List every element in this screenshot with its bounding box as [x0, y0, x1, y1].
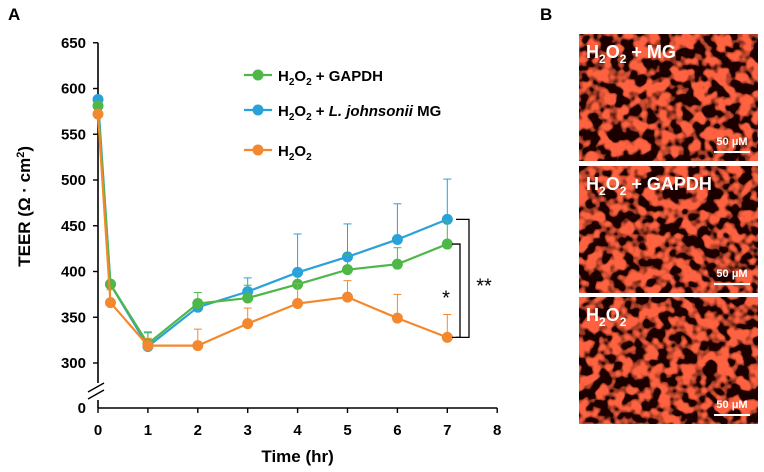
y-tick-label: 450 — [61, 218, 86, 235]
x-tick-label: 8 — [493, 422, 501, 439]
data-point — [104, 278, 116, 290]
y-tick-label: 400 — [61, 264, 86, 281]
panel-a-label: A — [8, 5, 20, 24]
cell-image — [579, 34, 758, 161]
legend-label: H2O2 — [278, 143, 312, 163]
legend-item-mg: H2O2 + L. johnsonii MG — [244, 103, 441, 123]
series-h2o2 — [92, 108, 453, 352]
significance-bracket-inner: * — [442, 243, 461, 339]
teer-line-chart: 300 350 400 450 500 550 600 650 0 0 1 2 3 4 5 6 7 8 Time… — [15, 35, 501, 466]
data-point — [142, 340, 154, 352]
legend-label: H2O2 + L. johnsonii MG — [278, 103, 441, 123]
y-tick-label: 0 — [78, 400, 86, 417]
data-point — [92, 108, 104, 120]
microscopy-panels: H2O2 + MG 50 μM H2O2 + GAPDH 50 μM H2O2 50 μM — [579, 34, 758, 424]
axis-break-mark — [87, 382, 105, 393]
y-axis-ticks: 300 350 400 450 500 550 600 650 0 — [61, 35, 98, 417]
x-tick-label: 1 — [144, 422, 152, 439]
axis-break-gap — [86, 386, 110, 397]
data-point — [242, 318, 254, 330]
series-layer — [92, 93, 453, 353]
data-point — [342, 264, 353, 276]
scale-bar-label: 50 μM — [716, 268, 747, 280]
legend-item-gapdh: H2O2 + GAPDH — [244, 68, 383, 88]
series-line-h2o2 — [96, 114, 448, 347]
data-point — [292, 298, 304, 310]
y-tick-label: 600 — [61, 81, 86, 98]
x-tick-label: 3 — [244, 422, 252, 439]
y-tick-label: 550 — [61, 126, 86, 143]
x-tick-label: 0 — [94, 422, 102, 439]
data-point — [192, 298, 204, 310]
legend-item-h2o2: H2O2 — [244, 143, 312, 163]
error-bar — [293, 233, 302, 273]
x-tick-label: 2 — [194, 422, 202, 439]
y-tick-label: 500 — [61, 172, 86, 189]
data-point — [342, 291, 353, 303]
legend-marker — [252, 104, 264, 116]
image-label: H2O2 + GAPDH — [586, 174, 712, 198]
error-bar — [393, 203, 402, 240]
significance-bracket-outer: ** — [456, 218, 492, 339]
microscopy-image: H2O2 + GAPDH 50 μM — [579, 166, 758, 293]
data-point — [391, 258, 403, 270]
significance-label: * — [442, 288, 450, 310]
x-axis-title: Time (hr) — [261, 447, 333, 466]
bracket-line — [456, 218, 470, 339]
series-gapdh — [92, 100, 453, 350]
legend-label: H2O2 + GAPDH — [278, 68, 383, 88]
x-tick-label: 5 — [343, 422, 351, 439]
x-axis-ticks: 0 1 2 3 4 5 6 7 8 — [94, 408, 501, 439]
data-point — [441, 331, 453, 343]
data-point — [391, 312, 403, 324]
y-tick-label: 650 — [61, 35, 86, 52]
legend-marker — [252, 69, 264, 81]
image-label: H2O2 — [586, 305, 627, 329]
data-point — [242, 292, 254, 304]
significance-brackets: *** — [442, 218, 492, 339]
legend: H2O2 + GAPDH H2O2 + L. johnsonii MG H2O2 — [244, 68, 441, 163]
cell-image — [579, 297, 758, 424]
x-tick-label: 7 — [443, 422, 451, 439]
data-point — [391, 233, 403, 245]
data-point — [104, 297, 116, 309]
error-bar — [443, 178, 452, 220]
y-tick-label: 350 — [61, 309, 86, 326]
cell-image — [579, 166, 758, 293]
series-line-mg — [96, 99, 448, 349]
axis-break-mark — [87, 389, 105, 400]
significance-label: ** — [476, 275, 492, 297]
series-line-gapdh — [96, 105, 448, 346]
image-label: H2O2 + MG — [586, 42, 676, 66]
bracket-line — [452, 243, 461, 339]
panel-b-label: B — [540, 5, 552, 24]
data-point — [441, 213, 453, 225]
x-tick-label: 4 — [293, 422, 302, 439]
chart-axes — [86, 42, 498, 409]
scale-bar-label: 50 μM — [716, 136, 747, 148]
microscopy-image: H2O2 50 μM — [579, 297, 758, 424]
scale-bar-label: 50 μM — [716, 399, 747, 411]
data-point — [92, 100, 104, 112]
y-tick-label: 300 — [61, 355, 86, 372]
x-tick-label: 6 — [393, 422, 401, 439]
microscopy-image: H2O2 + MG 50 μM — [579, 34, 758, 161]
legend-marker — [252, 144, 264, 156]
y-axis-title: TEER (Ω · cm2) — [15, 146, 34, 267]
data-point — [441, 238, 453, 250]
data-point — [192, 340, 204, 352]
